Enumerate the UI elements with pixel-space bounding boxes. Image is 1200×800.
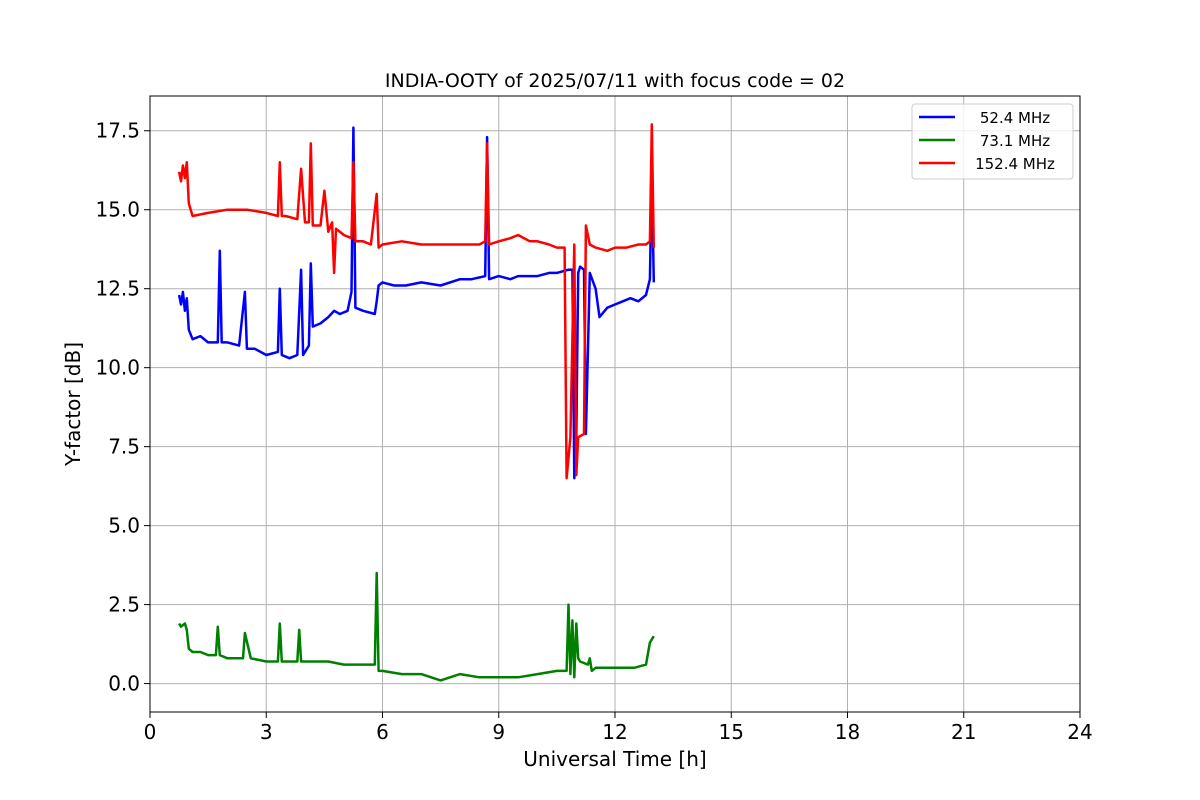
x-tick-label: 24 (1067, 720, 1092, 744)
x-tick-label: 21 (951, 720, 976, 744)
axis-ticks: 0 3 6 9 12 15 18 21 24 0.0 2.5 5.0 7.5 10.0 12.5 15.0 17… (95, 119, 1092, 744)
y-tick-label: 7.5 (108, 435, 140, 459)
y-tick-label: 12.5 (95, 277, 140, 301)
y-tick-label: 5.0 (108, 514, 140, 538)
legend-label: 52.4 MHz (980, 109, 1050, 127)
y-tick-label: 15.0 (95, 198, 140, 222)
x-tick-label: 9 (492, 720, 505, 744)
legend-box (911, 103, 1074, 180)
x-tick-label: 12 (602, 720, 627, 744)
y-tick-label: 0.0 (108, 672, 140, 696)
x-tick-label: 18 (835, 720, 860, 744)
series-lines (177, 123, 656, 682)
x-tick-label: 0 (144, 720, 157, 744)
x-axis-label: Universal Time [h] (523, 747, 706, 771)
y-axis-label: Y-factor [dB] (61, 342, 85, 467)
chart-title: INDIA-OOTY of 2025/07/11 with focus code… (385, 70, 845, 92)
legend: 52.4 MHz 73.1 MHz 152.4 MHz (911, 103, 1074, 180)
legend-label: 152.4 MHz (975, 155, 1055, 173)
y-tick-label: 2.5 (108, 593, 140, 617)
legend-label: 73.1 MHz (980, 132, 1050, 150)
y-tick-label: 17.5 (95, 119, 140, 143)
x-tick-label: 15 (719, 720, 744, 744)
x-tick-label: 3 (260, 720, 273, 744)
series-line-1 (178, 571, 655, 682)
y-tick-label: 10.0 (95, 356, 140, 380)
series-line-2 (177, 123, 656, 480)
x-tick-label: 6 (376, 720, 389, 744)
